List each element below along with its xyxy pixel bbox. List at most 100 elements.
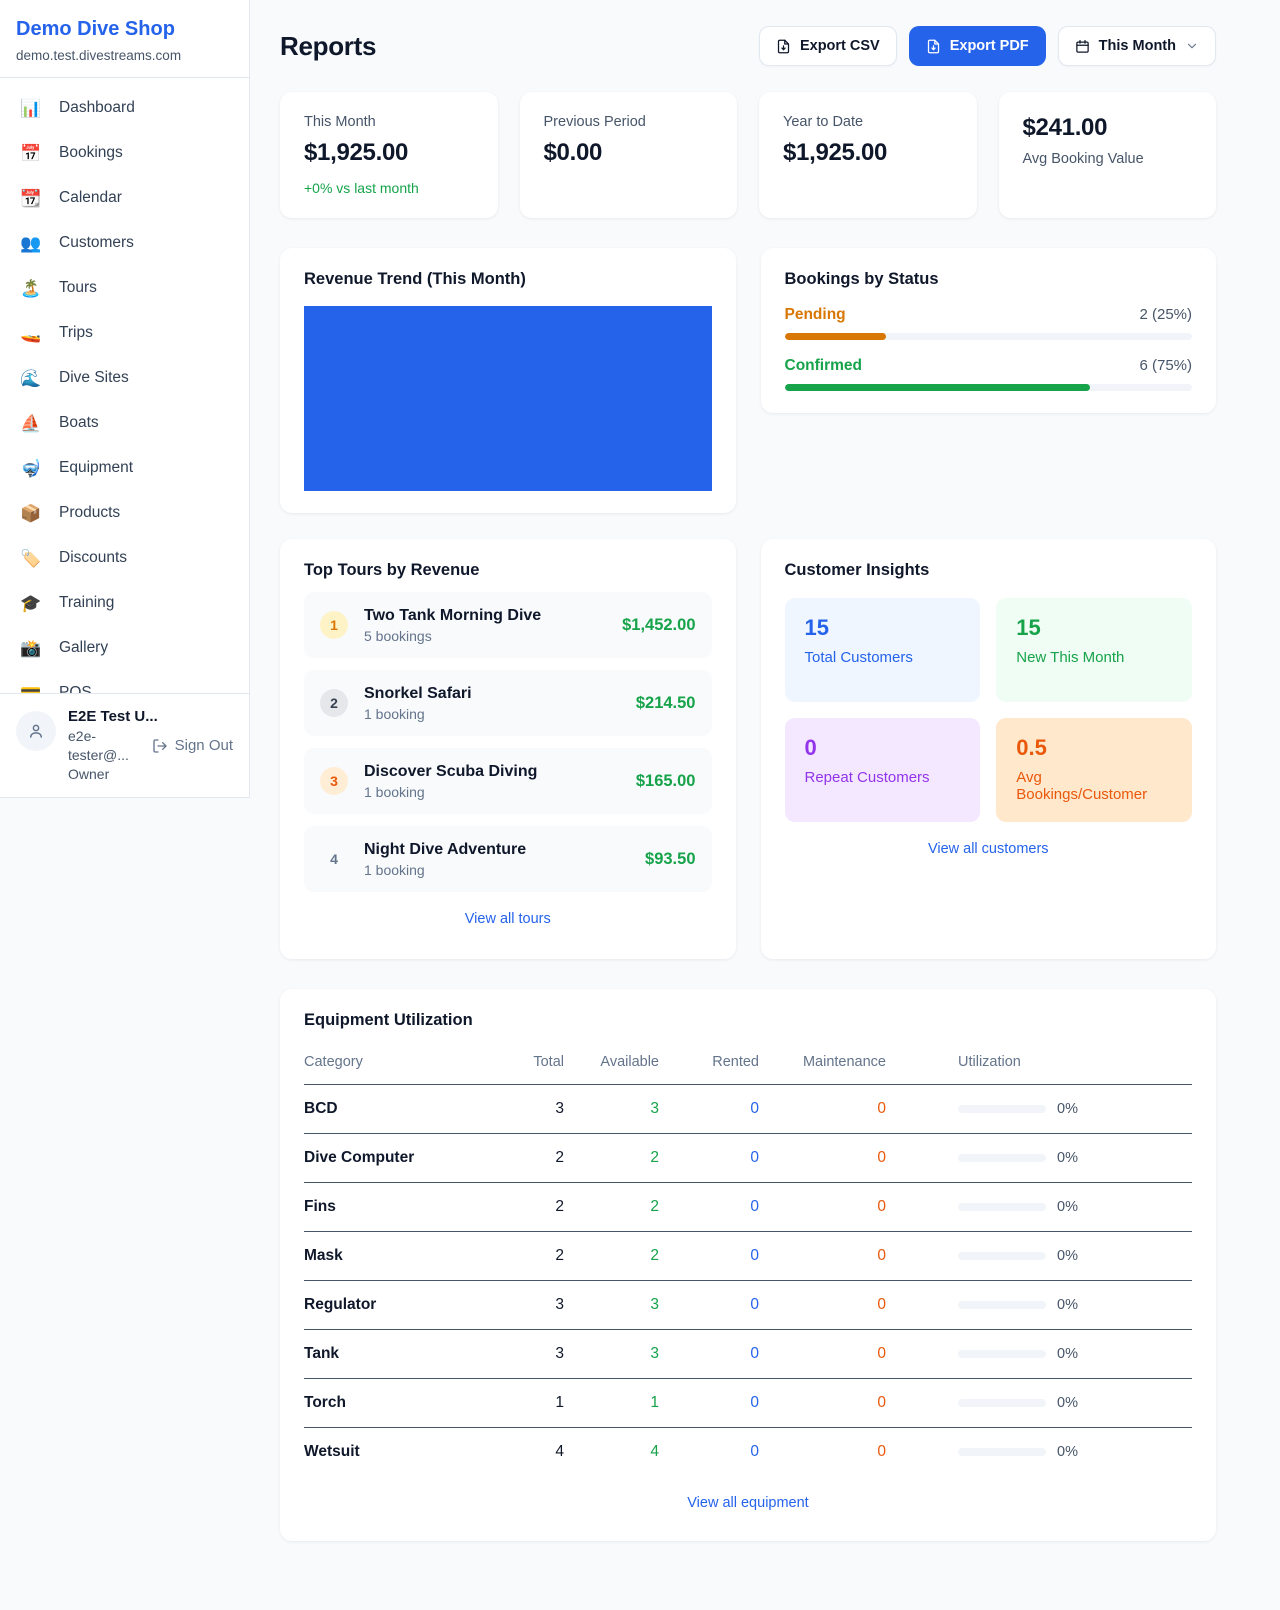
table-row: Tank 3 3 0 0 0% [304,1330,1192,1379]
revenue-trend-title: Revenue Trend (This Month) [304,270,526,288]
export-pdf-button[interactable]: Export PDF [908,26,1046,66]
camera-icon: 📸 [20,638,42,658]
sidebar-item-gallery[interactable]: 📸 Gallery [8,630,241,666]
rank-badge: 2 [320,689,348,717]
rank-badge: 4 [330,851,338,867]
cell-category: Regulator [304,1296,377,1313]
header-actions: Export CSV Export PDF This Month [758,26,1216,66]
sidebar-item-dive-sites[interactable]: 🌊 Dive Sites [8,360,241,396]
bar-chart-icon: 📊 [20,98,42,118]
utilization-bar-track [958,1350,1046,1358]
utilization-bar-track [958,1448,1046,1456]
utilization-bar-track [958,1252,1046,1260]
export-csv-button[interactable]: Export CSV [758,26,897,66]
sidebar-item-bookings[interactable]: 📅 Bookings [8,135,241,171]
people-icon: 👥 [20,233,42,253]
utilization-percent: 0% [1057,1395,1078,1411]
sidebar-item-boats[interactable]: ⛵ Boats [8,405,241,441]
tour-name: Snorkel Safari [364,684,472,702]
cell-rented: 0 [750,1247,759,1264]
sidebar-item-discounts[interactable]: 🏷️ Discounts [8,540,241,576]
equipment-utilization-title: Equipment Utilization [304,1011,473,1029]
status-row-confirmed: Confirmed 6 (75%) [784,357,1192,391]
sidebar-item-label: Tours [59,279,97,296]
cell-rented: 0 [750,1100,759,1117]
insight-value: 0.5 [1016,735,1047,760]
sidebar-item-customers[interactable]: 👥 Customers [8,225,241,261]
rank-badge: 1 [320,611,348,639]
sidebar-nav: 📊 Dashboard 📅 Bookings 📆 Calendar 👥 Cust… [0,78,249,735]
sidebar-item-label: Gallery [59,639,109,656]
column-header-total: Total [533,1054,564,1070]
speedboat-icon: 🚤 [20,323,42,343]
view-all-equipment-link[interactable]: View all equipment [687,1495,809,1511]
tour-bookings: 1 booking [364,705,425,722]
charts-row: Revenue Trend (This Month) Bookings by S… [280,248,1216,513]
user-email: e2e-tester@... [68,728,129,764]
utilization-percent: 0% [1057,1248,1078,1264]
insight-label: New This Month [1016,649,1125,666]
cell-total: 1 [555,1394,564,1411]
table-row: Wetsuit 4 4 0 0 0% [304,1428,1192,1476]
cell-available: 3 [650,1296,659,1313]
view-all-tours-link[interactable]: View all tours [464,911,551,927]
cell-utilization: 0% [886,1135,1192,1181]
column-header-maintenance: Maintenance [802,1054,886,1070]
sign-out-button[interactable]: Sign Out [152,736,233,756]
view-all-customers-link[interactable]: View all customers [927,841,1049,857]
main-content: Reports Export CSV Export PDF [250,0,1280,1541]
sidebar-item-trips[interactable]: 🚤 Trips [8,315,241,351]
user-info: E2E Test U... e2e-tester@... Sign Out Ow… [68,707,233,784]
shop-domain: demo.test.divestreams.com [16,48,182,63]
tour-row: 3 Discover Scuba Diving 1 booking $165.0… [304,748,712,814]
sidebar-item-label: Bookings [59,144,123,161]
stat-value: $0.00 [543,139,603,166]
cell-maintenance: 0 [877,1247,886,1264]
cell-total: 3 [555,1100,564,1117]
sidebar-item-label: Discounts [59,549,128,566]
utilization-percent: 0% [1057,1150,1078,1166]
bookings-by-status-title: Bookings by Status [784,270,939,288]
avatar [16,711,56,752]
tear-calendar-icon: 📆 [20,188,42,208]
period-dropdown[interactable]: This Month [1057,26,1216,66]
cell-category: Fins [304,1198,336,1215]
tour-revenue: $214.50 [635,693,696,712]
insight-value: 0 [804,735,817,760]
stat-label: This Month [304,114,376,130]
status-bar-fill [784,384,1091,391]
cell-available: 4 [650,1443,659,1460]
sidebar-item-equipment[interactable]: 🤿 Equipment [8,450,241,486]
utilization-percent: 0% [1057,1199,1078,1215]
calendar-icon [1075,39,1089,53]
utilization-percent: 0% [1057,1297,1078,1313]
tour-revenue: $93.50 [645,849,696,868]
cell-rented: 0 [750,1149,759,1166]
file-download-icon [777,39,790,53]
tour-revenue: $1,452.00 [622,615,696,634]
sidebar-item-calendar[interactable]: 📆 Calendar [8,180,241,216]
revenue-trend-card: Revenue Trend (This Month) [280,248,736,513]
cell-maintenance: 0 [877,1100,886,1117]
cell-total: 4 [555,1443,564,1460]
cell-rented: 0 [750,1345,759,1362]
sidebar-item-label: Customers [59,234,134,251]
sidebar-item-dashboard[interactable]: 📊 Dashboard [8,90,241,126]
cell-available: 1 [650,1394,659,1411]
sidebar-user-section: E2E Test U... e2e-tester@... Sign Out Ow… [0,693,249,797]
cell-category: Mask [304,1247,343,1264]
status-label: Confirmed [784,357,863,374]
sidebar-item-tours[interactable]: 🏝️ Tours [8,270,241,306]
insight-tile-new-this-month: 15 New This Month [996,598,1192,702]
sidebar-item-products[interactable]: 📦 Products [8,495,241,531]
utilization-bar-track [958,1301,1046,1309]
sidebar-item-label: Boats [59,414,99,431]
tour-bookings: 1 booking [364,861,425,878]
insight-value: 15 [804,615,829,640]
sidebar-item-label: Equipment [59,459,134,476]
sailboat-icon: ⛵ [20,413,42,433]
tour-name: Two Tank Morning Dive [364,606,542,624]
sidebar-item-training[interactable]: 🎓 Training [8,585,241,621]
cell-category: Torch [304,1394,346,1411]
utilization-bar-track [958,1399,1046,1407]
